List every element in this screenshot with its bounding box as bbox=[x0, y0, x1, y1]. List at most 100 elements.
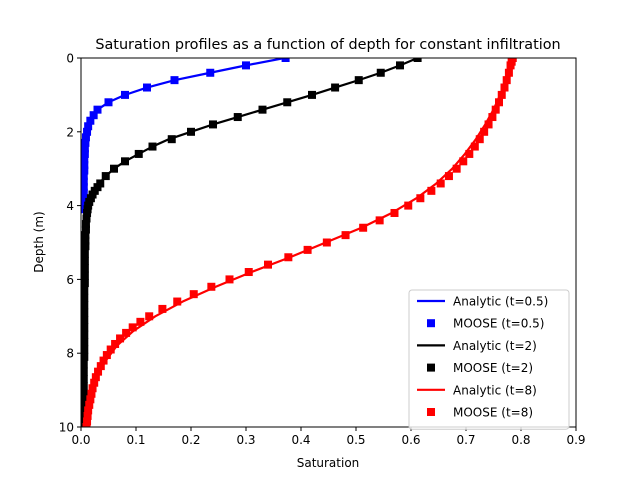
legend-label: MOOSE (t=2) bbox=[453, 361, 533, 375]
legend-label: MOOSE (t=8) bbox=[453, 406, 533, 420]
data-point bbox=[416, 194, 425, 203]
data-point bbox=[81, 155, 89, 164]
data-point bbox=[81, 345, 89, 354]
data-point bbox=[470, 142, 479, 151]
plot-frame bbox=[80, 57, 577, 428]
legend: Analytic (t=0.5) MOOSE (t=0.5) Analytic (t… bbox=[408, 289, 570, 430]
data-point bbox=[189, 290, 198, 299]
data-point bbox=[233, 113, 242, 122]
x-tick-label: 0.1 bbox=[126, 433, 145, 447]
series-line-0 bbox=[82, 58, 285, 206]
data-point bbox=[88, 384, 97, 393]
data-point bbox=[81, 360, 88, 369]
data-point bbox=[354, 76, 363, 85]
data-point bbox=[396, 61, 404, 70]
data-point bbox=[81, 133, 90, 142]
data-point bbox=[502, 76, 511, 85]
data-point bbox=[459, 157, 468, 166]
data-point bbox=[81, 188, 88, 197]
data-point bbox=[206, 68, 215, 77]
data-point bbox=[93, 105, 102, 114]
plot-content bbox=[81, 58, 517, 427]
legend-label: Analytic (t=2) bbox=[453, 339, 537, 353]
data-point bbox=[207, 282, 216, 291]
data-point bbox=[308, 90, 316, 99]
data-point bbox=[91, 373, 100, 382]
data-point bbox=[81, 138, 90, 147]
x-axis-label: Saturation bbox=[297, 456, 360, 470]
data-point bbox=[209, 120, 217, 129]
x-tick-label: 0.6 bbox=[401, 433, 420, 447]
data-point bbox=[167, 135, 176, 144]
legend-entry: Analytic (t=0.5) bbox=[417, 295, 548, 309]
x-tick-label: 0.5 bbox=[346, 433, 365, 447]
data-point bbox=[81, 352, 89, 361]
data-point bbox=[495, 98, 503, 107]
data-point bbox=[242, 61, 250, 70]
data-point bbox=[101, 172, 110, 181]
data-point bbox=[86, 395, 95, 404]
y-tick-label: 8 bbox=[66, 347, 74, 361]
data-point bbox=[87, 389, 96, 398]
legend-label: Analytic (t=8) bbox=[453, 383, 537, 397]
data-point bbox=[81, 220, 90, 229]
data-point bbox=[413, 58, 422, 62]
data-point bbox=[83, 208, 92, 217]
data-point bbox=[81, 382, 88, 391]
x-tick-label: 0.0 bbox=[71, 433, 90, 447]
data-point bbox=[81, 256, 89, 265]
data-point bbox=[145, 312, 154, 321]
data-point bbox=[81, 161, 89, 170]
legend-entry: Analytic (t=2) bbox=[417, 339, 537, 353]
legend-entry: MOOSE (t=2) bbox=[427, 361, 533, 375]
data-point bbox=[427, 186, 436, 195]
data-point bbox=[81, 308, 89, 317]
data-point bbox=[102, 351, 111, 360]
data-point bbox=[376, 68, 385, 77]
legend-label: MOOSE (t=0.5) bbox=[453, 317, 544, 331]
data-point bbox=[497, 90, 506, 99]
data-point bbox=[99, 356, 108, 365]
data-point bbox=[110, 164, 118, 173]
data-point bbox=[244, 268, 253, 277]
data-point bbox=[283, 98, 292, 107]
data-point bbox=[81, 397, 88, 406]
data-point bbox=[121, 157, 129, 166]
data-point bbox=[111, 339, 120, 348]
x-tick-label: 0.3 bbox=[236, 433, 255, 447]
data-point bbox=[128, 323, 137, 332]
data-point bbox=[465, 149, 474, 158]
y-axis: 0 2 4 6 8 10 bbox=[59, 52, 81, 435]
data-point bbox=[158, 304, 167, 313]
data-point bbox=[82, 423, 91, 427]
data-point bbox=[500, 83, 509, 92]
data-point bbox=[83, 417, 92, 426]
data-point bbox=[81, 236, 90, 245]
data-point bbox=[170, 76, 179, 85]
data-point bbox=[81, 338, 89, 347]
data-point bbox=[81, 231, 90, 240]
series-line-2 bbox=[82, 58, 419, 427]
y-tick-label: 4 bbox=[66, 199, 74, 213]
legend-entry: Analytic (t=8) bbox=[417, 383, 537, 397]
data-point bbox=[81, 301, 89, 310]
data-point bbox=[81, 330, 89, 339]
data-point bbox=[359, 223, 368, 232]
data-point bbox=[81, 149, 89, 158]
legend-marker-swatch bbox=[427, 363, 435, 372]
data-point bbox=[81, 315, 89, 324]
data-point bbox=[121, 90, 129, 99]
data-point bbox=[504, 68, 513, 77]
data-point bbox=[475, 135, 484, 144]
data-point bbox=[390, 208, 399, 217]
series-markers-3 bbox=[81, 58, 422, 427]
y-axis-label: Depth (m) bbox=[32, 211, 46, 272]
legend-marker-swatch bbox=[427, 319, 435, 328]
data-point bbox=[81, 389, 88, 398]
data-point bbox=[81, 271, 89, 280]
data-point bbox=[83, 127, 92, 136]
plot-area bbox=[80, 57, 577, 428]
data-point bbox=[303, 245, 312, 254]
data-point bbox=[81, 177, 88, 186]
data-point bbox=[84, 122, 93, 131]
